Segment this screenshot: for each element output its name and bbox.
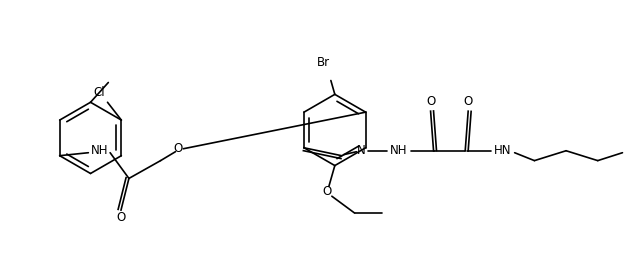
Text: O: O [464, 95, 473, 108]
Text: NH: NH [390, 144, 408, 157]
Text: O: O [322, 185, 331, 198]
Text: Br: Br [317, 56, 329, 69]
Text: Cl: Cl [94, 86, 105, 99]
Text: HN: HN [494, 144, 512, 157]
Text: O: O [426, 95, 435, 108]
Text: O: O [117, 212, 125, 225]
Text: NH: NH [90, 144, 108, 157]
Text: O: O [174, 142, 183, 155]
Text: N: N [357, 144, 366, 157]
